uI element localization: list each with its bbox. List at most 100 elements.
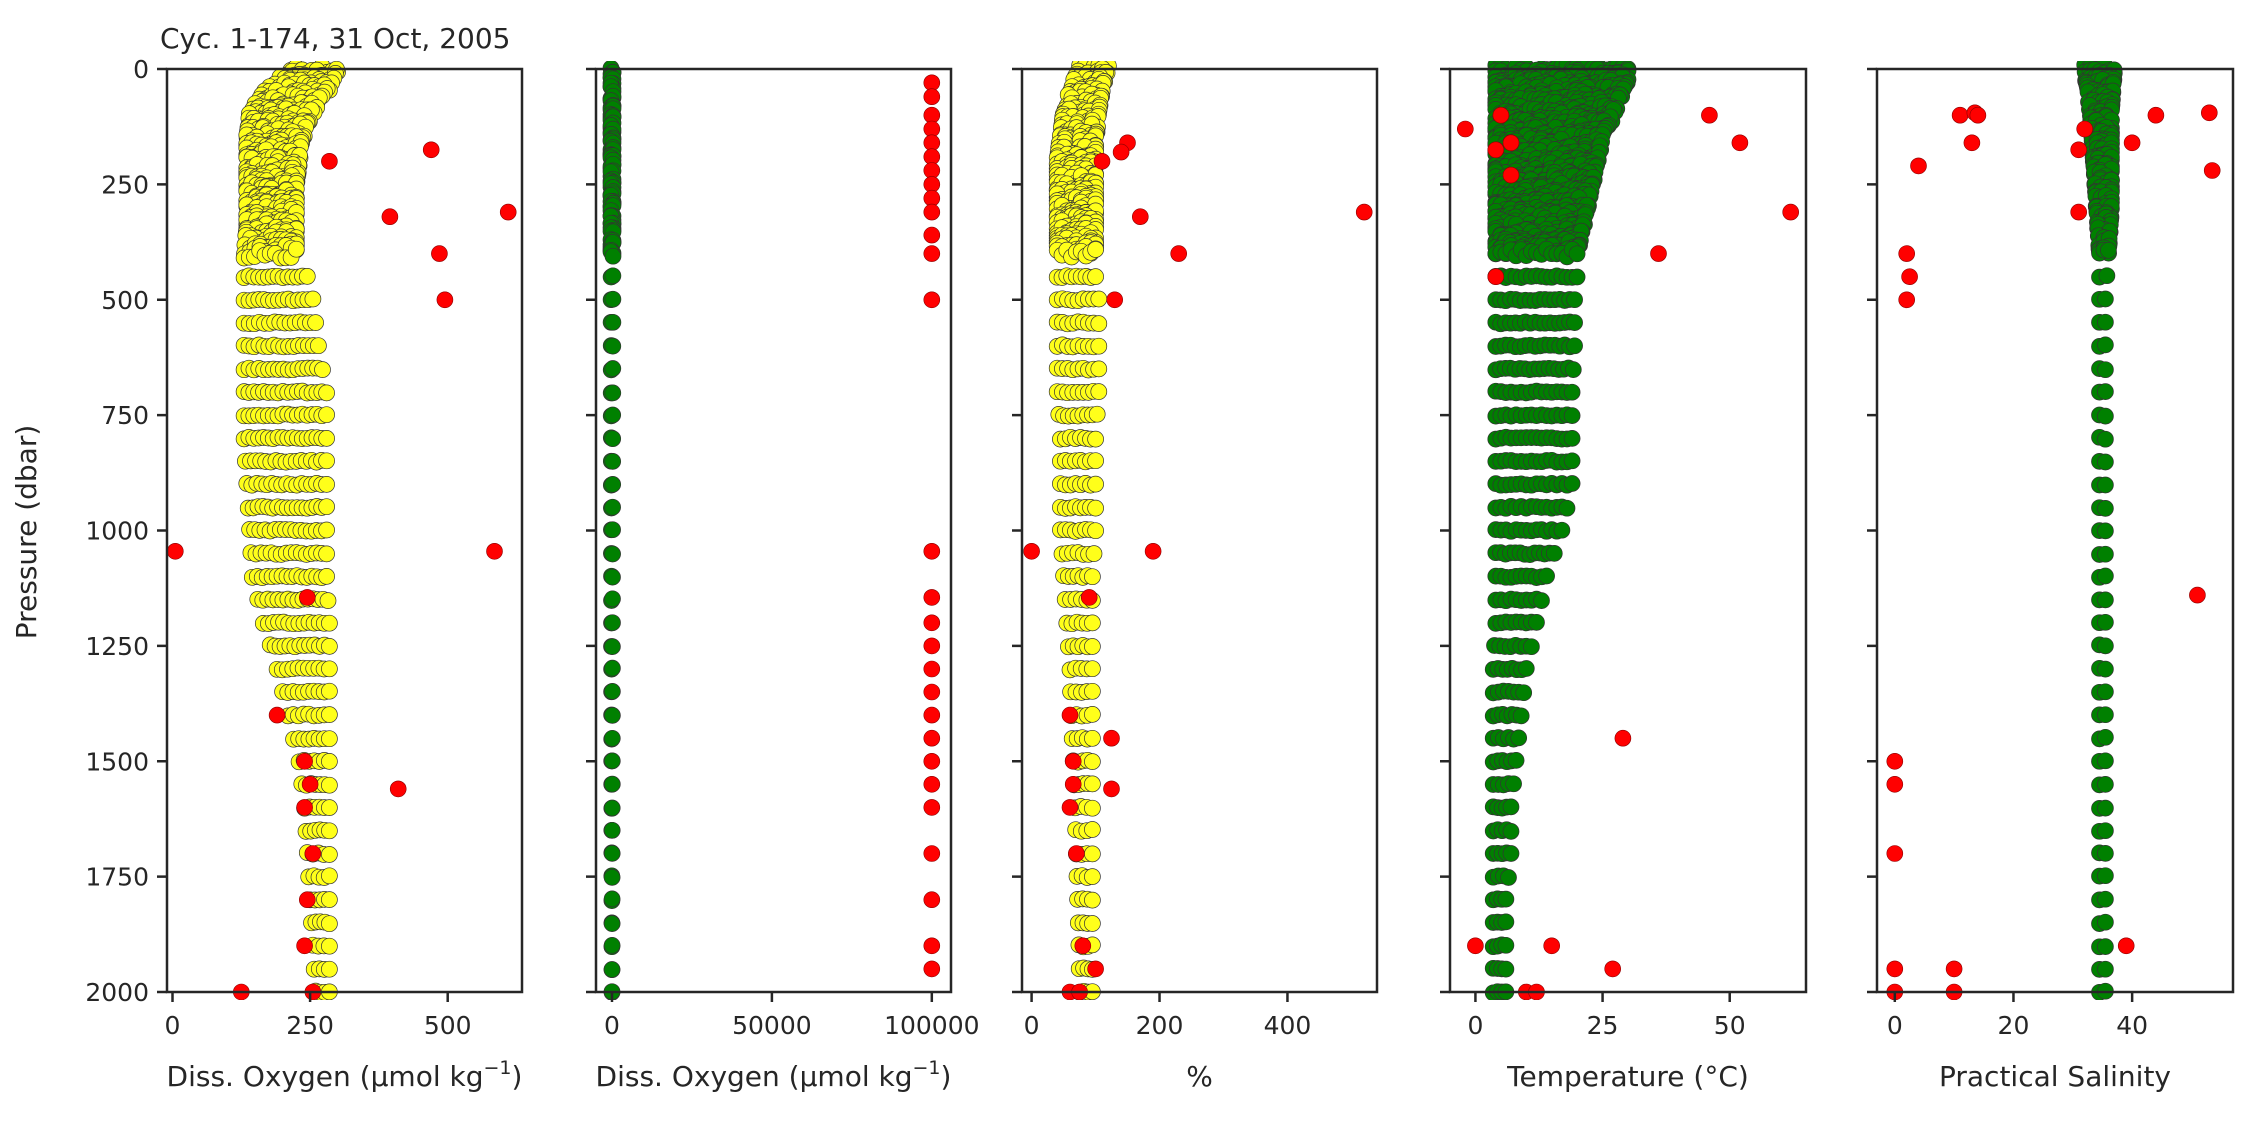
flagged-point xyxy=(1886,845,1904,862)
axes-frame xyxy=(594,67,953,994)
good-point xyxy=(2097,336,2114,354)
good-point xyxy=(2097,867,2114,885)
panel-4: 0 25 50 Temperature (°C) xyxy=(1440,61,1808,1093)
good-point xyxy=(1563,430,1581,447)
chart-title: Cyc. 1-174, 31 Oct, 2005 xyxy=(160,22,510,55)
good-point xyxy=(1090,315,1108,332)
panel-3: 0 200 400% xyxy=(1012,61,1379,1093)
x-axis-label-main: Temperature (°C) xyxy=(1506,1060,1749,1093)
flagged-point xyxy=(1023,542,1040,560)
flagged-point xyxy=(923,88,941,105)
y-tick-label: 2000 xyxy=(85,978,149,1007)
data-points xyxy=(1023,61,1373,1000)
flagged-point xyxy=(167,542,184,560)
good-point xyxy=(1087,241,1104,258)
y-tick-label: 1750 xyxy=(85,863,149,892)
good-point xyxy=(321,891,338,908)
good-point xyxy=(1517,660,1535,677)
flagged-point xyxy=(1945,960,1963,978)
good-point xyxy=(2097,430,2114,448)
flagged-point xyxy=(923,226,941,244)
good-point xyxy=(1090,290,1108,308)
flagged-point xyxy=(1355,203,1373,221)
good-point xyxy=(321,776,338,794)
flagged-point xyxy=(923,752,941,770)
good-point xyxy=(1087,475,1104,493)
good-point xyxy=(1084,660,1101,678)
good-point xyxy=(321,799,338,816)
good-point xyxy=(1566,291,1583,309)
good-point xyxy=(2097,822,2114,840)
good-point xyxy=(2097,776,2114,793)
good-point xyxy=(1497,960,1515,978)
good-point xyxy=(321,614,338,632)
flagged-point xyxy=(499,203,517,221)
good-point xyxy=(1084,845,1101,863)
x-tick-label: 50000 xyxy=(732,1011,812,1040)
good-point xyxy=(1087,522,1104,540)
x-tick-label: 100000 xyxy=(884,1011,979,1040)
good-point xyxy=(604,313,622,331)
x-tick-label: 500 xyxy=(424,1011,472,1040)
x-tick-label: 0 xyxy=(1887,1011,1903,1040)
flagged-point xyxy=(304,845,322,862)
good-point xyxy=(310,337,327,355)
good-point xyxy=(1087,268,1104,285)
data-points xyxy=(1457,61,1799,1000)
good-point xyxy=(2097,799,2114,817)
data-points xyxy=(1886,61,2221,1000)
x-axis-label-tail: ) xyxy=(512,1060,523,1093)
good-point xyxy=(603,890,621,908)
flagged-point xyxy=(1093,153,1111,170)
good-point xyxy=(1087,499,1104,517)
good-point xyxy=(319,592,337,609)
flagged-point xyxy=(923,542,941,560)
good-point xyxy=(603,869,621,886)
axes-frame xyxy=(165,67,524,994)
x-tick-label: 50 xyxy=(1714,1011,1746,1040)
good-point xyxy=(1497,936,1515,954)
good-point xyxy=(1087,452,1104,470)
x-axis-label-main: Practical Salinity xyxy=(1939,1060,2171,1093)
y-tick-label: 250 xyxy=(101,170,149,199)
x-tick-label: 0 xyxy=(1467,1011,1483,1040)
flagged-point xyxy=(1112,143,1130,161)
good-point xyxy=(2097,637,2114,655)
x-axis-label-sup: −1 xyxy=(484,1057,512,1079)
data-points xyxy=(167,61,517,1000)
y-tick-label: 1500 xyxy=(85,747,149,776)
good-point xyxy=(603,821,621,839)
good-point xyxy=(2097,706,2114,724)
good-point xyxy=(604,683,621,700)
good-point xyxy=(318,521,335,539)
good-point xyxy=(2097,613,2114,631)
flagged-point xyxy=(2070,203,2087,221)
flagged-point xyxy=(1886,960,1904,978)
good-point xyxy=(604,430,622,448)
good-point xyxy=(1538,567,1555,585)
good-point xyxy=(298,268,316,285)
good-point xyxy=(604,247,622,265)
flagged-point xyxy=(923,660,941,678)
flagged-point xyxy=(1144,542,1162,560)
good-point xyxy=(2097,361,2114,379)
good-point xyxy=(321,682,338,700)
flagged-point xyxy=(298,891,316,909)
good-point xyxy=(307,314,324,331)
good-point xyxy=(1528,614,1545,631)
good-point xyxy=(1497,913,1515,931)
good-point xyxy=(2097,453,2114,471)
flagged-point xyxy=(1061,706,1079,724)
good-point xyxy=(603,961,621,978)
good-point xyxy=(1545,545,1563,562)
flagged-point xyxy=(1103,729,1120,747)
flagged-point xyxy=(1106,291,1123,309)
flagged-point xyxy=(296,937,313,955)
x-axis-label: Practical Salinity xyxy=(1939,1060,2171,1093)
good-point xyxy=(603,937,621,954)
x-axis-label-tail: ) xyxy=(941,1060,952,1093)
flagged-point xyxy=(923,799,941,816)
good-point xyxy=(604,453,622,470)
